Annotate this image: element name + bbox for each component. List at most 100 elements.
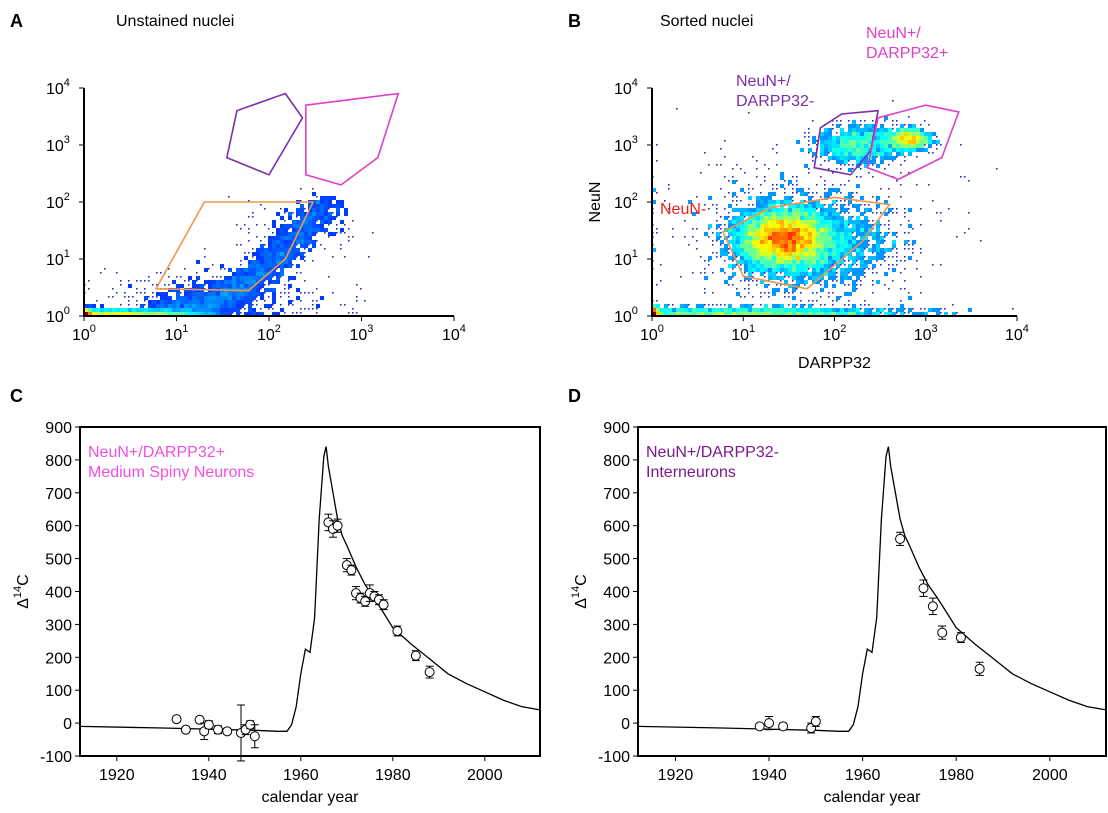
density-cell [736,252,740,256]
density-cell [776,252,780,256]
density-cell [848,244,852,248]
density-cell [848,276,852,280]
density-cell [796,212,800,216]
density-cell [260,244,264,248]
density-cell [300,236,304,240]
density-cell [204,248,206,250]
density-cell [820,272,824,276]
density-cell [224,280,228,284]
density-cell [152,304,156,308]
density-cell [268,240,272,244]
density-cell [840,152,844,156]
density-cell [852,192,854,194]
density-cell [816,300,818,302]
density-cell [776,256,780,260]
density-cell [852,132,856,136]
density-cell [768,256,772,260]
density-cell [240,268,244,272]
tick-base: 10 [1005,327,1023,344]
data-point [810,716,821,727]
density-cell [108,312,112,316]
density-cell [284,228,288,232]
density-cell [696,196,698,198]
density-cell [840,148,844,152]
density-cell [716,224,720,228]
density-cell [808,172,810,174]
density-cell [732,220,736,224]
density-cell [852,244,856,248]
density-cell [804,212,808,216]
density-cell [684,236,686,238]
density-cell [784,288,788,292]
density-cell [268,252,272,256]
density-cell [800,256,804,260]
density-cell [780,244,784,248]
density-cell [872,248,876,252]
density-cell [760,212,764,216]
density-cell [236,244,238,246]
density-cell [748,284,750,286]
density-cell [816,208,818,210]
y-tick-label: 900 [45,420,72,437]
panel-annotation: Medium Spiny Neurons [88,464,254,481]
density-cell [300,244,304,248]
density-cell [708,264,710,266]
density-cell [892,312,896,316]
density-cell [876,308,880,312]
density-cell [812,120,814,122]
density-cell [808,276,812,280]
density-cell [788,224,792,228]
density-cell [892,264,894,266]
density-cell [776,208,780,212]
density-cell [720,304,722,306]
density-cell [728,192,730,194]
x-tick-label: 101 [731,323,755,344]
density-cell [840,128,844,132]
density-cell [744,236,748,240]
density-cell [868,260,872,264]
density-cell [344,304,346,306]
density-cell [792,260,796,264]
density-cell [780,212,784,216]
density-cell [808,132,810,134]
density-cell [284,284,286,286]
density-cell [816,252,820,256]
density-cell [848,300,850,302]
density-cell [880,160,884,164]
density-cell [308,228,312,232]
density-cell [912,252,914,254]
density-cell [736,208,740,212]
density-cell [884,152,888,156]
density-cell [256,272,260,276]
density-cell [772,288,776,292]
panel-annotation: NeuN+/DARPP32+ [88,444,225,461]
density-cell [316,208,320,212]
density-cell [348,312,350,314]
density-cell [304,260,306,262]
density-cell [832,276,836,280]
panel-letter-c: C [10,386,23,406]
density-cell [848,168,852,172]
density-cell [152,300,156,304]
density-cell [868,140,872,144]
density-cell [804,276,806,278]
density-cell [300,188,302,190]
density-cell [844,184,846,186]
density-cell [764,272,766,274]
density-cell [848,196,852,200]
density-cell [744,264,748,268]
density-cell [160,304,164,308]
density-cell [824,224,828,228]
density-cell [300,216,304,220]
density-cell [820,248,824,252]
density-cell [736,312,740,316]
density-cell [864,144,868,148]
density-cell [792,256,796,260]
density-cell [764,304,768,308]
density-cell [900,124,904,128]
density-cell [852,204,856,208]
density-cell [824,144,828,148]
tick-base: 10 [72,327,90,344]
density-cell [672,312,676,316]
density-cell [788,228,792,232]
